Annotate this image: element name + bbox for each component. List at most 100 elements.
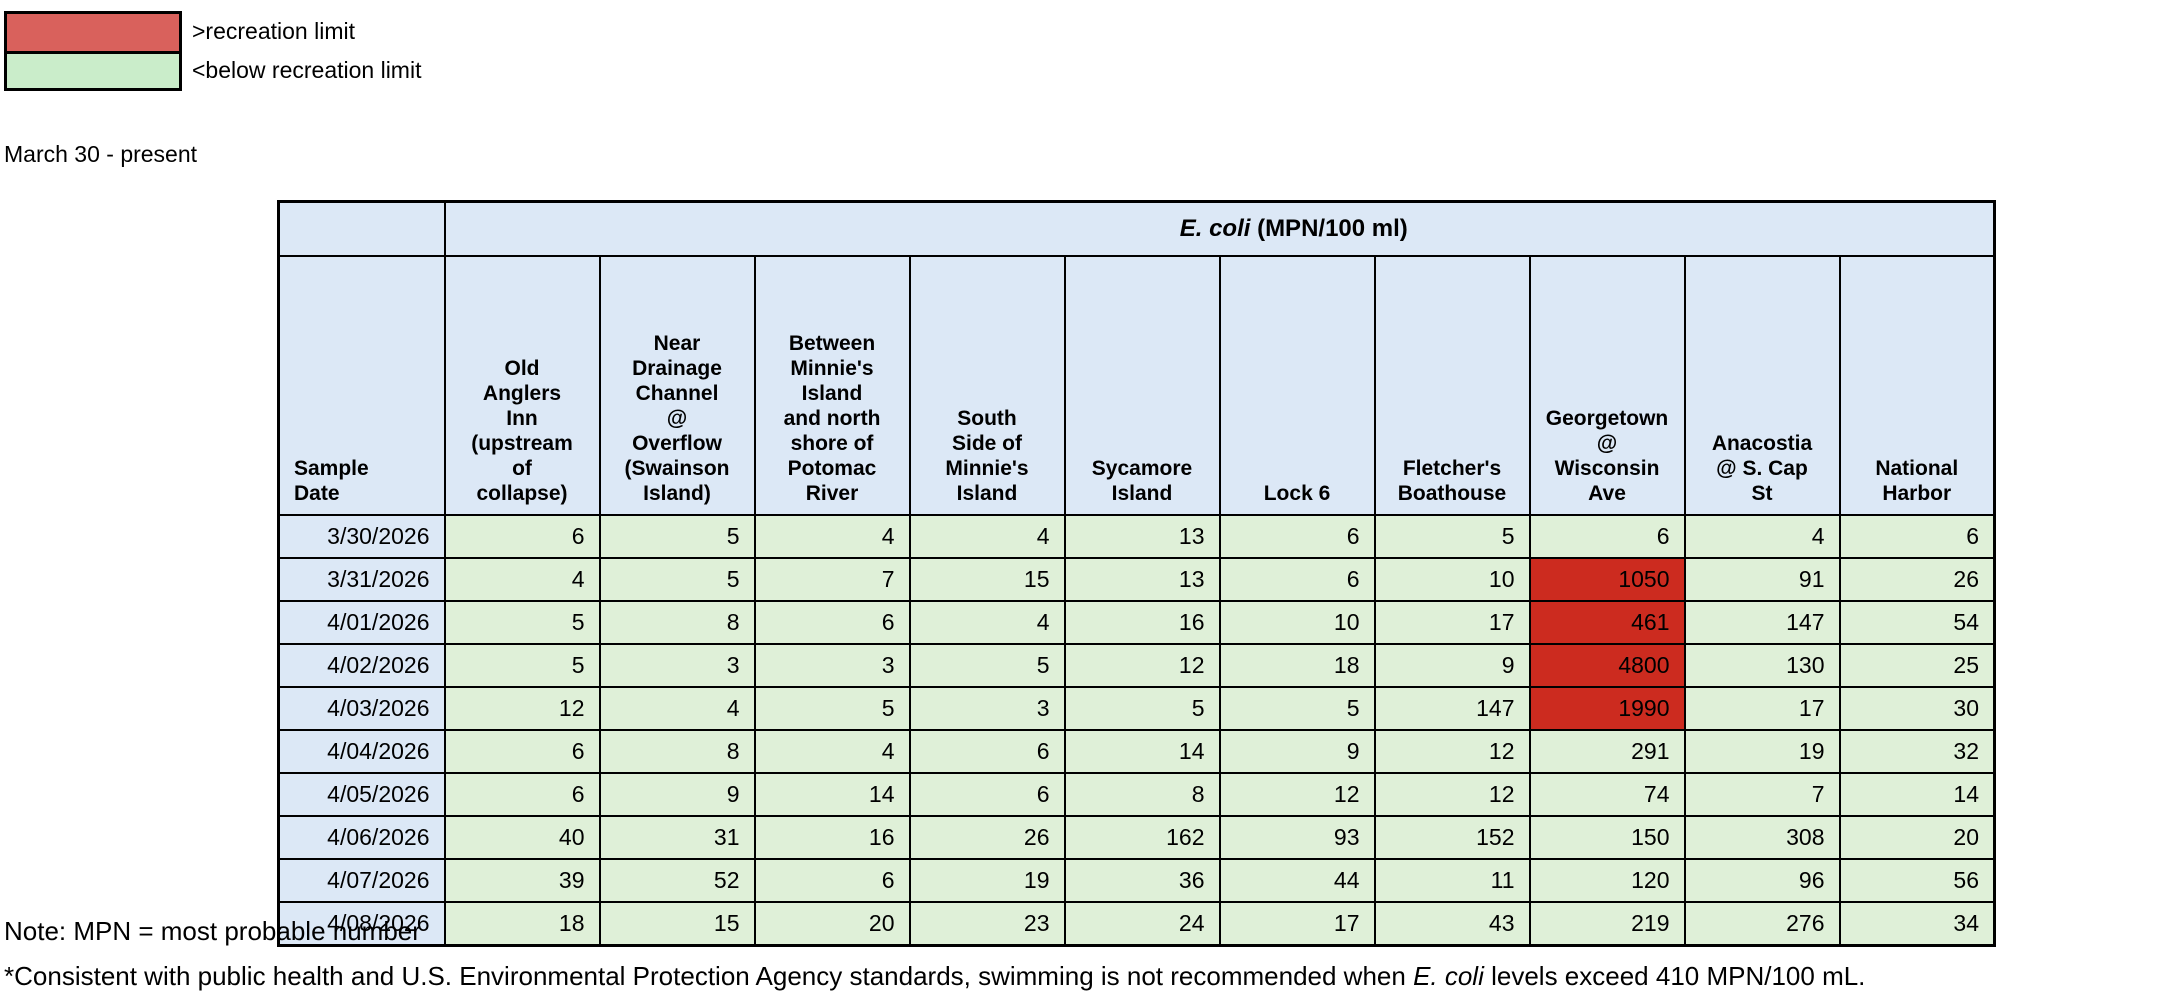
ecoli-value-cell: 26: [1838, 557, 1996, 602]
sample-date-cell: 3/30/2026: [277, 514, 446, 559]
sample-date-cell: 4/05/2026: [277, 772, 446, 817]
ecoli-value-cell: 25: [1838, 643, 1996, 688]
sample-date-cell: 4/04/2026: [277, 729, 446, 774]
ecoli-value-cell: 31: [598, 815, 756, 860]
site-column-header: Fletcher's Boathouse: [1373, 255, 1531, 516]
ecoli-value-cell: 152: [1373, 815, 1531, 860]
ecoli-value-cell: 36: [1063, 858, 1221, 903]
ecoli-value-cell: 5: [1373, 514, 1531, 559]
site-column-header: Lock 6: [1218, 255, 1376, 516]
table-row: 4/02/2026 5 3 3 5 12 18 9 4800 130 25: [277, 643, 1996, 688]
ecoli-value-cell: 96: [1683, 858, 1841, 903]
ecoli-value-cell: 56: [1838, 858, 1996, 903]
legend: [4, 11, 182, 91]
table-row: 4/06/2026 40 31 16 26 162 93 152 150 308 20: [277, 815, 1996, 860]
ecoli-value-cell: 9: [598, 772, 756, 817]
ecoli-value-cell: 4: [443, 557, 601, 602]
ecoli-value-cell: 20: [753, 901, 911, 947]
note-epa-pre: *Consistent with public health and U.S. …: [4, 961, 1414, 991]
ecoli-value-cell: 26: [908, 815, 1066, 860]
ecoli-value-cell: 3: [908, 686, 1066, 731]
ecoli-value-cell: 4: [753, 514, 911, 559]
ecoli-value-cell: 39: [443, 858, 601, 903]
ecoli-value-cell: 52: [598, 858, 756, 903]
ecoli-value-cell: 6: [443, 514, 601, 559]
ecoli-value-cell: 4800: [1528, 643, 1686, 688]
ecoli-value-cell: 6: [443, 772, 601, 817]
ecoli-value-cell: 6: [1838, 514, 1996, 559]
sample-date-cell: 4/06/2026: [277, 815, 446, 860]
sample-date-cell: 4/07/2026: [277, 858, 446, 903]
ecoli-value-cell: 308: [1683, 815, 1841, 860]
ecoli-value-cell: 10: [1373, 557, 1531, 602]
ecoli-value-cell: 91: [1683, 557, 1841, 602]
ecoli-value-cell: 30: [1838, 686, 1996, 731]
ecoli-value-cell: 24: [1063, 901, 1221, 947]
site-column-header: Sycamore Island: [1063, 255, 1221, 516]
ecoli-value-cell: 18: [1218, 643, 1376, 688]
ecoli-value-cell: 1990: [1528, 686, 1686, 731]
ecoli-value-cell: 93: [1218, 815, 1376, 860]
corner-cell: [277, 200, 446, 257]
ecoli-value-cell: 3: [753, 643, 911, 688]
ecoli-value-cell: 5: [908, 643, 1066, 688]
ecoli-value-cell: 12: [1373, 772, 1531, 817]
ecoli-value-cell: 15: [908, 557, 1066, 602]
ecoli-value-cell: 6: [1218, 514, 1376, 559]
ecoli-value-cell: 4: [908, 600, 1066, 645]
ecoli-value-cell: 4: [908, 514, 1066, 559]
ecoli-value-cell: 74: [1528, 772, 1686, 817]
ecoli-value-cell: 16: [753, 815, 911, 860]
legend-below-limit-label: <below recreation limit: [192, 57, 422, 83]
ecoli-value-cell: 12: [1373, 729, 1531, 774]
site-column-header: Anacostia @ S. Cap St: [1683, 255, 1841, 516]
ecoli-value-cell: 5: [1063, 686, 1221, 731]
ecoli-value-cell: 6: [1218, 557, 1376, 602]
table-row: 3/31/2026 4 5 7 15 13 6 10 1050 91 26: [277, 557, 1996, 602]
sample-date-cell: 4/01/2026: [277, 600, 446, 645]
ecoli-value-cell: 43: [1373, 901, 1531, 947]
note-mpn: Note: MPN = most probable number: [4, 916, 421, 946]
site-column-header: National Harbor: [1838, 255, 1996, 516]
table-title-units: (MPN/100 ml): [1250, 215, 1408, 242]
sample-date-cell: 4/03/2026: [277, 686, 446, 731]
ecoli-value-cell: 6: [908, 729, 1066, 774]
ecoli-value-cell: 5: [443, 643, 601, 688]
legend-above-limit-swatch: [7, 14, 179, 54]
note-epa-standard: *Consistent with public health and U.S. …: [4, 961, 1865, 992]
table-row: 4/07/2026 39 52 6 19 36 44 11 120 96 56: [277, 858, 1996, 903]
sample-date-cell: 3/31/2026: [277, 557, 446, 602]
table-title-row: E. coli (MPN/100 ml): [277, 200, 1996, 257]
table-row: 4/01/2026 5 8 6 4 16 10 17 461 147 54: [277, 600, 1996, 645]
table-row: 4/03/2026 12 4 5 3 5 5 147 1990 17 30: [277, 686, 1996, 731]
ecoli-value-cell: 17: [1683, 686, 1841, 731]
ecoli-value-cell: 276: [1683, 901, 1841, 947]
ecoli-value-cell: 4: [1683, 514, 1841, 559]
ecoli-value-cell: 4: [598, 686, 756, 731]
ecoli-value-cell: 14: [753, 772, 911, 817]
period-label: March 30 - present: [4, 141, 198, 167]
ecoli-value-cell: 219: [1528, 901, 1686, 947]
table-title: E. coli (MPN/100 ml): [443, 200, 1996, 257]
ecoli-value-cell: 9: [1218, 729, 1376, 774]
ecoli-value-cell: 17: [1218, 901, 1376, 947]
ecoli-value-cell: 20: [1838, 815, 1996, 860]
ecoli-value-cell: 11: [1373, 858, 1531, 903]
ecoli-value-cell: 32: [1838, 729, 1996, 774]
legend-above-limit-label: >recreation limit: [192, 18, 355, 44]
ecoli-value-cell: 120: [1528, 858, 1686, 903]
ecoli-value-cell: 162: [1063, 815, 1221, 860]
ecoli-value-cell: 12: [443, 686, 601, 731]
ecoli-value-cell: 1050: [1528, 557, 1686, 602]
ecoli-value-cell: 19: [908, 858, 1066, 903]
ecoli-value-cell: 5: [443, 600, 601, 645]
ecoli-value-cell: 8: [598, 729, 756, 774]
ecoli-value-cell: 23: [908, 901, 1066, 947]
ecoli-value-cell: 7: [1683, 772, 1841, 817]
ecoli-value-cell: 291: [1528, 729, 1686, 774]
ecoli-value-cell: 4: [753, 729, 911, 774]
ecoli-value-cell: 7: [753, 557, 911, 602]
ecoli-value-cell: 130: [1683, 643, 1841, 688]
ecoli-value-cell: 461: [1528, 600, 1686, 645]
